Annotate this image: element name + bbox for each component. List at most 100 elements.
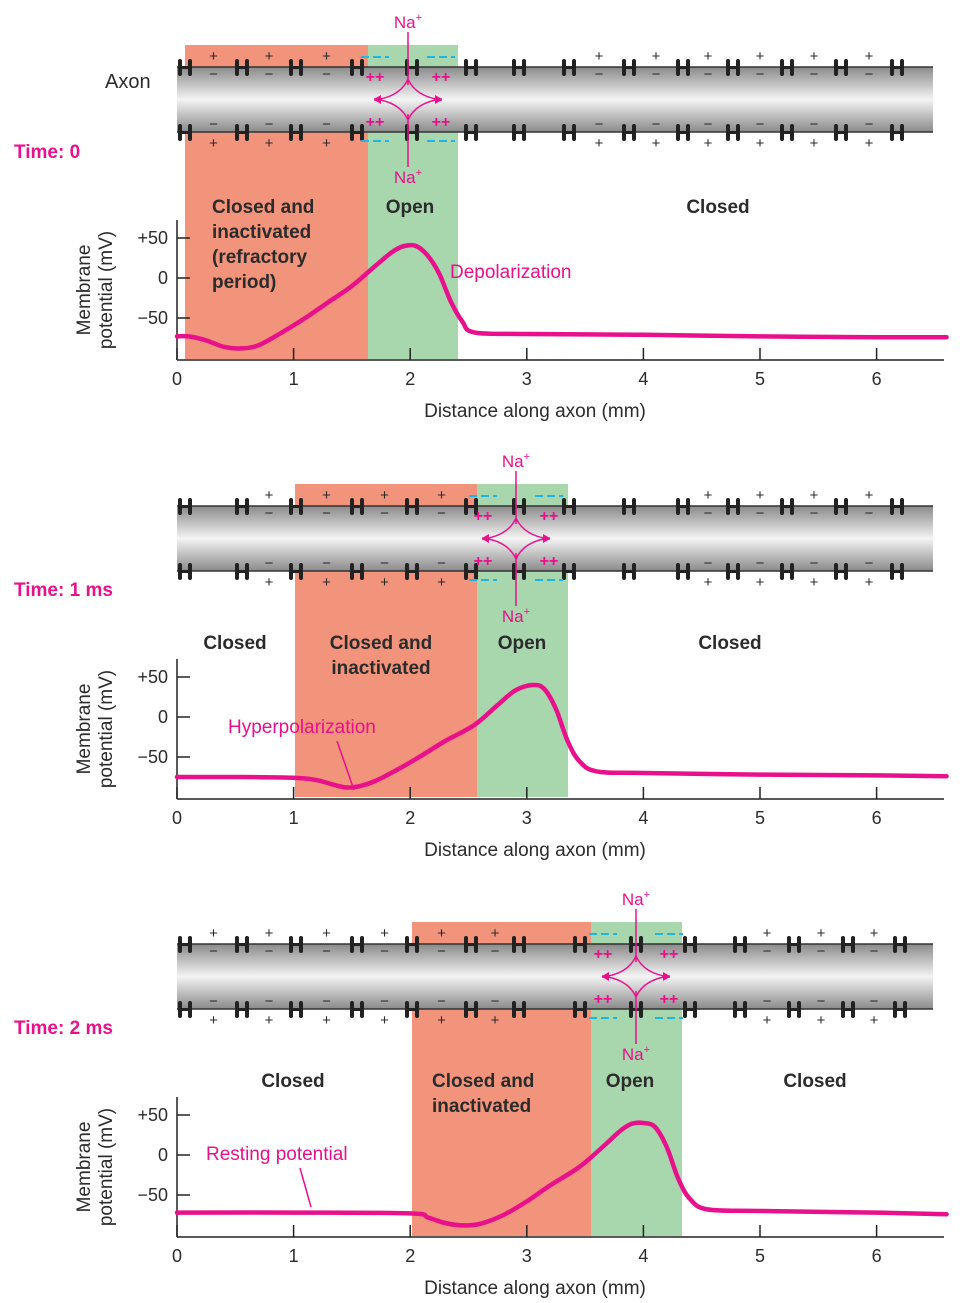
charge-sign: + — [322, 135, 331, 152]
sodium-channel — [514, 131, 524, 134]
state-label-line: Closed — [261, 1071, 324, 1092]
charge-sign: + — [380, 925, 389, 942]
charge-sign: + — [380, 574, 389, 591]
sodium-channel — [514, 66, 524, 69]
charge-sign: + — [810, 487, 819, 504]
charge-sign: + — [209, 1012, 218, 1029]
x-tick-label: 3 — [522, 808, 532, 828]
charge-sign: − — [865, 555, 874, 572]
state-label-line: Open — [606, 1071, 655, 1092]
sodium-channel — [352, 1008, 362, 1011]
x-axis-title: Distance along axon (mm) — [424, 1278, 646, 1299]
sodium-channel — [352, 570, 362, 573]
charge-sign: − — [265, 943, 274, 960]
sodium-channel — [180, 570, 190, 573]
x-tick-label: 1 — [289, 369, 299, 389]
panel-time-2ms: +−−++−−++−−++−−++−−++−−++−−++−−++−−+++++… — [14, 889, 949, 1299]
charge-sign: + — [491, 1012, 500, 1029]
sodium-channel — [407, 505, 417, 508]
charge-sign: + — [265, 1012, 274, 1029]
y-tick-label: +50 — [137, 1105, 168, 1125]
x-tick-label: 5 — [755, 1246, 765, 1266]
y-axis-title-line: potential (mV) — [96, 1108, 117, 1226]
state-label-line: Closed and — [432, 1071, 534, 1092]
charge-sign: + — [437, 1012, 446, 1029]
sodium-channel — [291, 131, 301, 134]
panel-time-0: +−−++−−++−−++−−++−−++−−++−−++−−++−−+++++… — [14, 12, 949, 422]
time-label: Time: 0 — [14, 142, 80, 163]
arrow-head — [543, 534, 550, 542]
sodium-channel — [735, 943, 745, 946]
state-label: Closed — [261, 1071, 324, 1092]
charge-sign: − — [491, 943, 500, 960]
x-tick-label: 5 — [755, 808, 765, 828]
charge-sign: + — [704, 48, 713, 65]
x-tick-label: 6 — [872, 369, 882, 389]
charge-sign: − — [265, 116, 274, 133]
charge-sign: + — [704, 574, 713, 591]
charge-sign: + — [265, 925, 274, 942]
charge-sign: − — [322, 993, 331, 1010]
x-tick-label: 0 — [172, 1246, 182, 1266]
charge-sign: − — [704, 555, 713, 572]
charge-sign: + — [209, 135, 218, 152]
na-ion-label-top: Na+ — [502, 451, 530, 471]
sodium-channel — [892, 570, 902, 573]
x-axis-title: Distance along axon (mm) — [424, 840, 646, 861]
charge-sign: − — [704, 66, 713, 83]
sodium-channel — [180, 1008, 190, 1011]
y-tick-label: −50 — [137, 747, 168, 767]
charge-sign: + — [322, 487, 331, 504]
charge-sign: + — [865, 574, 874, 591]
state-label-line: inactivated — [331, 658, 430, 679]
ion-charge: + — [416, 167, 422, 179]
x-tick-label: 2 — [405, 1246, 415, 1266]
axon-membrane: +−−++−−++−−++−−++−−++−−++−−++−−+++++++++… — [177, 451, 933, 626]
charge-sign: − — [209, 943, 218, 960]
charge-sign: − — [265, 555, 274, 572]
sodium-channel — [407, 66, 417, 69]
charge-sign: + — [265, 48, 274, 65]
sodium-channel — [352, 131, 362, 134]
sodium-channel — [514, 570, 524, 573]
y-tick-label: +50 — [137, 667, 168, 687]
sodium-channel — [237, 131, 247, 134]
state-label-line: Open — [498, 633, 547, 654]
x-tick-label: 2 — [405, 808, 415, 828]
sodium-channel — [291, 66, 301, 69]
y-axis-title-line: potential (mV) — [96, 231, 117, 349]
sodium-channel — [836, 505, 846, 508]
sodium-channel — [291, 505, 301, 508]
chart-axes: +50 0 −50 0 1 2 3 4 5 6 Distance along axon (mm) Me… — [74, 659, 944, 861]
charge-sign: + — [265, 135, 274, 152]
ion-symbol: Na — [622, 890, 644, 909]
charge-sign: − — [870, 993, 879, 1010]
charge-sign: − — [209, 116, 218, 133]
state-label-line: Closed — [698, 633, 761, 654]
charge-sign: − — [380, 943, 389, 960]
charge-sign: − — [810, 505, 819, 522]
sodium-channel — [782, 570, 792, 573]
charge-sign: − — [322, 555, 331, 572]
x-tick-label: 3 — [522, 369, 532, 389]
state-label-line: (refractory — [212, 247, 307, 268]
charge-sign: − — [265, 505, 274, 522]
sodium-channel — [237, 570, 247, 573]
sodium-channel — [291, 570, 301, 573]
depolarized-charge: ++ — [432, 114, 451, 131]
charge-sign: + — [865, 487, 874, 504]
charge-sign: − — [437, 555, 446, 572]
y-axis-title-line: potential (mV) — [96, 670, 117, 788]
depolarized-charge: ++ — [660, 991, 679, 1008]
sodium-channel — [466, 570, 476, 573]
x-tick-label: 0 — [172, 808, 182, 828]
charge-sign: + — [704, 135, 713, 152]
charge-sign: + — [870, 925, 879, 942]
state-label-line: period) — [212, 272, 276, 293]
charge-sign: + — [265, 574, 274, 591]
sodium-channel — [514, 943, 524, 946]
ion-symbol: Na — [394, 13, 416, 32]
charge-sign: + — [437, 487, 446, 504]
charge-sign: + — [763, 925, 772, 942]
charge-sign: − — [437, 505, 446, 522]
